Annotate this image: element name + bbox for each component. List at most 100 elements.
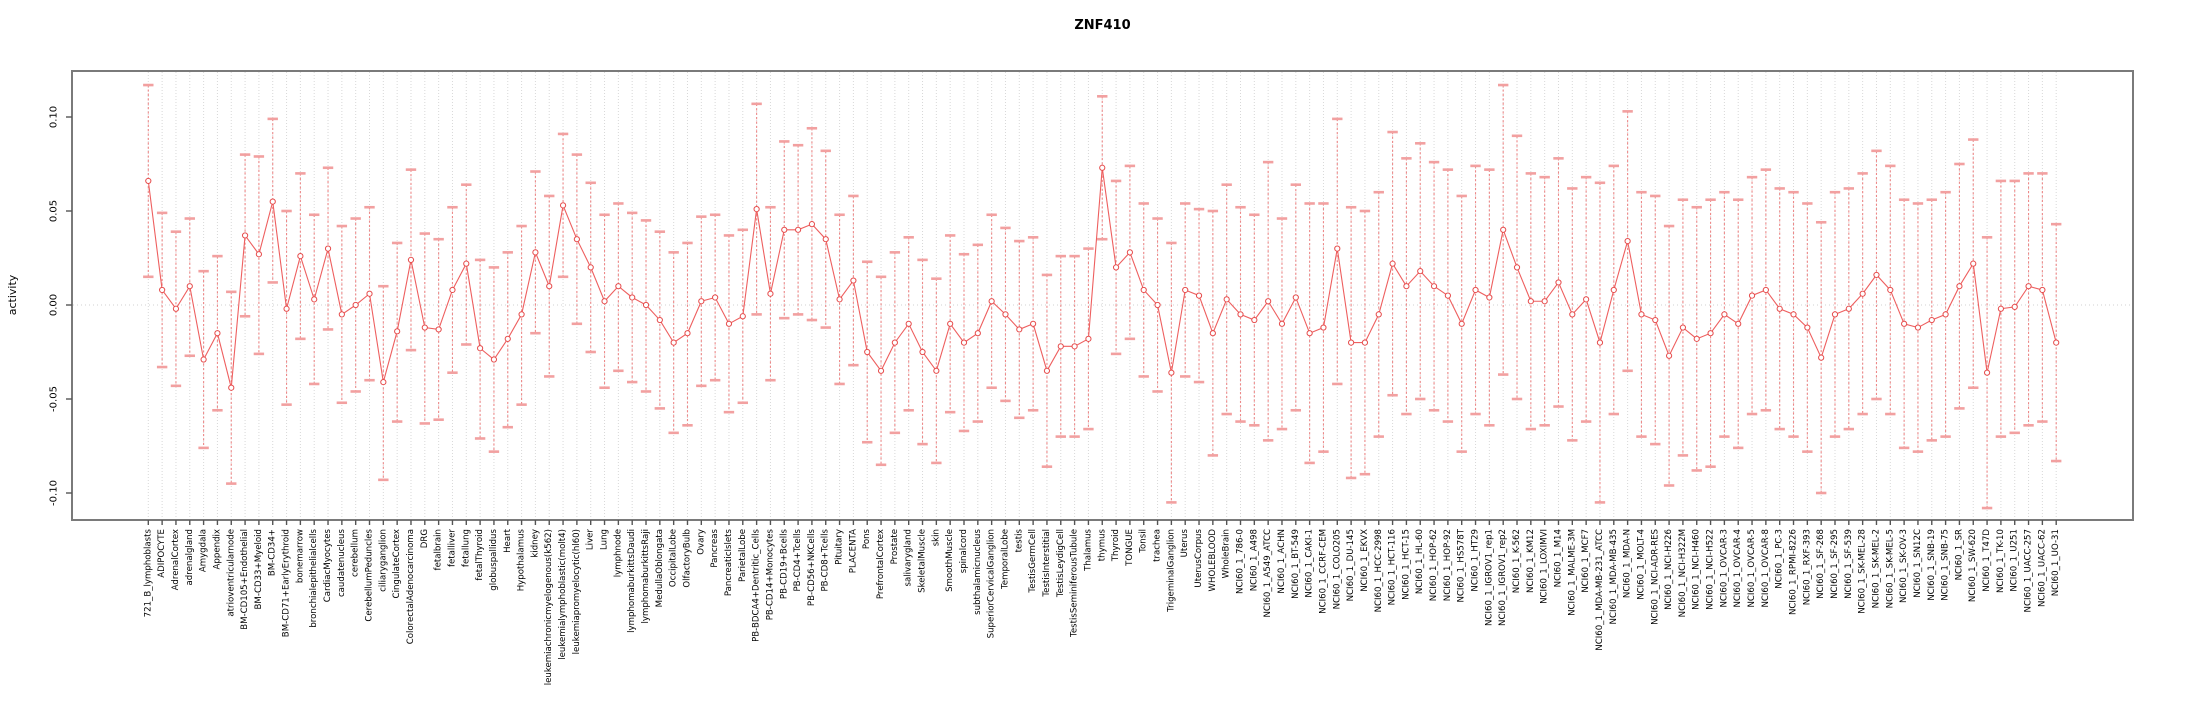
data-point [2039, 286, 2046, 294]
data-point [1748, 292, 1756, 299]
data-point [1818, 354, 1825, 361]
data-point [1831, 311, 1839, 318]
data-point [1209, 330, 1216, 337]
data-point [877, 367, 885, 374]
x-tick-label: lymphomaburkittsRaji [641, 529, 651, 623]
x-tick-label: ADIPOCYTE [157, 529, 167, 578]
data-point [1859, 290, 1866, 297]
x-tick-label: leukemialymphoblastic(molt4) [558, 529, 568, 660]
x-tick-label: NCI60_1_BT-549 [1291, 529, 1301, 599]
data-point [1928, 316, 1935, 324]
x-tick-label: NCI60_1_UACC-257 [2024, 529, 2034, 612]
data-point [546, 283, 553, 290]
data-point [1956, 283, 1963, 290]
data-point [1361, 339, 1369, 346]
data-point [324, 245, 332, 252]
x-tick-label: NCI60_1_IGROV1_rep2 [1498, 529, 1508, 626]
x-tick-label: NCI60_1_RPMI-8226 [1789, 529, 1799, 615]
x-tick-label: SkeletalMuscle [918, 529, 928, 593]
x-tick-label: DRG [420, 529, 430, 548]
x-tick-label: NCI60_1_OVCAR-4 [1733, 529, 1743, 608]
x-tick-label: NCI60_1_NCI-H226 [1664, 529, 1674, 610]
data-point [1804, 324, 1811, 331]
data-point [1472, 286, 1479, 294]
gridlines [73, 72, 2132, 519]
data-point [1085, 335, 1092, 342]
x-tick-label: PB-CD19+Bcells [779, 528, 789, 599]
x-tick-label: fetalliver [447, 529, 457, 567]
x-tick-label: TemporalLobe [1000, 529, 1010, 590]
x-tick-label: ciliaryganglion [378, 529, 388, 592]
x-tick-label: NCI60_1_EKVX [1360, 529, 1370, 592]
data-points [145, 164, 2060, 391]
data-point [1154, 301, 1161, 309]
data-point [1527, 298, 1534, 305]
chart-title: ZNF410 [1074, 18, 1131, 33]
x-tick-label: NCI60_1_HCT-15 [1401, 529, 1411, 600]
x-tick-label: leukemiachronicmyelogenous(k562) [544, 529, 554, 685]
data-point [2025, 283, 2032, 290]
data-point [518, 311, 525, 318]
x-tick-label: Tonsil [1139, 529, 1149, 554]
data-point [366, 290, 373, 297]
x-tick-label: 721_B_lymphoblasts [143, 528, 153, 617]
data-point [629, 294, 636, 301]
data-point [269, 198, 276, 205]
data-point [1403, 283, 1410, 290]
x-tick-label: adrenalgland [185, 529, 195, 585]
data-point [407, 256, 415, 263]
x-tick-label: NCI60_1_OVCAR-5 [1747, 529, 1757, 608]
x-tick-label: NCI60_1_DU-145 [1346, 529, 1356, 601]
x-tick-label: NCI60_1_SN12C [1913, 529, 1923, 598]
x-tick-label: NCI60_1_SF-539 [1844, 529, 1854, 599]
x-tick-label: MedullaOblongata [655, 529, 665, 607]
x-tick-label: NCI60_1_SNB-75 [1941, 529, 1951, 601]
x-tick-label: NCI60_1_U251 [2010, 529, 2020, 592]
data-point [684, 330, 691, 337]
data-point [1334, 245, 1341, 252]
data-point [781, 226, 788, 233]
x-tick-label: ColorectalAdenocarcinoma [406, 529, 416, 644]
data-point [1292, 294, 1299, 301]
data-point [988, 298, 995, 305]
data-point [1707, 330, 1714, 337]
x-tick-label: PB-BDCA4+Dentritic_Cells [752, 528, 762, 641]
x-tick-label: NCI60_1_K-562 [1512, 529, 1522, 593]
y-tick-label: -0.05 [49, 386, 60, 412]
data-point [1278, 320, 1286, 327]
data-point [283, 305, 290, 312]
x-tick-label: NCI60_1_NCI-ADR-RES [1650, 529, 1660, 625]
data-point [1735, 320, 1742, 327]
x-tick-label: Hypothalamus [517, 528, 527, 591]
data-point [1306, 330, 1313, 337]
x-tick-label: NCI60_1_MDA-N [1623, 529, 1633, 598]
data-point [1500, 226, 1507, 233]
data-point [1762, 286, 1769, 294]
data-point [753, 206, 760, 213]
data-point [1417, 268, 1424, 275]
data-point [228, 384, 235, 391]
data-point [1444, 292, 1451, 299]
x-tick-label: NCI60_1_SF-268 [1816, 529, 1826, 599]
x-tick-label: Liver [586, 529, 596, 551]
x-tick-label: fetalThyroid [475, 529, 485, 581]
data-point [891, 339, 898, 346]
x-tick-label: NCI60_1_PC-3 [1775, 529, 1785, 589]
data-point [1071, 343, 1078, 350]
x-tick-label: caudatenucleus [337, 528, 347, 597]
data-point [1140, 286, 1147, 294]
x-tick-label: NCI60_1_MCF7 [1581, 529, 1591, 593]
x-tick-label: PrefrontalCortex [876, 529, 886, 599]
data-point [1942, 311, 1949, 318]
x-tick-label: spinalcord [959, 529, 969, 573]
x-tick-label: Heart [503, 528, 513, 553]
data-point [1030, 320, 1037, 327]
data-point [1016, 326, 1023, 333]
x-tick-label: NCI60_1_HOP-92 [1443, 529, 1453, 601]
data-point [255, 251, 263, 258]
data-point [159, 286, 166, 294]
data-point [974, 330, 981, 337]
x-tick-label: NCI60_1_CCRF-CEM [1318, 529, 1328, 614]
data-point [1486, 294, 1493, 301]
